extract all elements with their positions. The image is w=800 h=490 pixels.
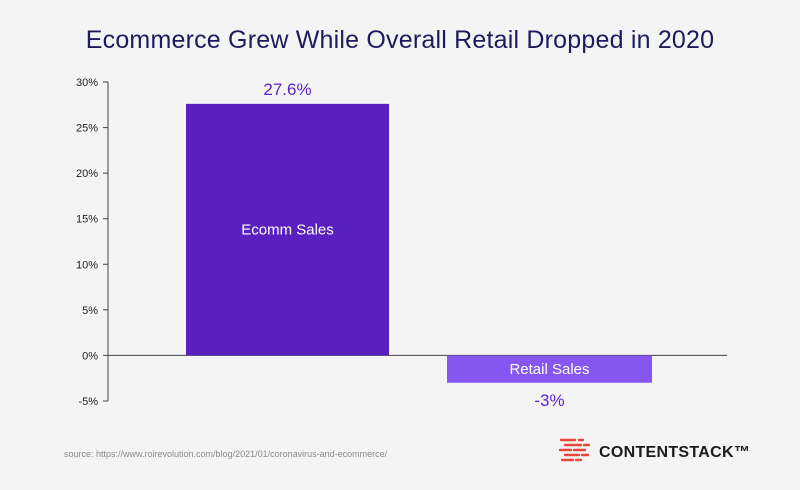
y-tick-label: 5%: [82, 305, 98, 317]
y-tick-label: 20%: [76, 168, 98, 180]
bar: [186, 103, 389, 356]
y-tick-label: 15%: [76, 214, 98, 226]
y-tick-label: 25%: [76, 123, 98, 135]
brand-name: CONTENTSTACK™: [599, 443, 751, 461]
brand-logo: CONTENTSTACK™: [558, 437, 751, 468]
contentstack-logo-icon: [558, 437, 591, 468]
y-tick-label: 30%: [76, 77, 98, 89]
y-tick-label: -5%: [78, 396, 98, 408]
bar: [447, 355, 652, 383]
data-labels: 27.6% -3%: [263, 80, 564, 410]
y-tick-label: 0%: [82, 350, 98, 362]
bar-category-label: Ecomm Sales: [241, 222, 334, 239]
chart-title: Ecommerce Grew While Overall Retail Drop…: [85, 26, 715, 54]
source-note: source: https://www.roirevolution.com/bl…: [64, 449, 388, 459]
bars: Ecomm Sales Retail Sales: [186, 103, 652, 383]
bar-category-label: Retail Sales: [509, 361, 589, 378]
data-label: -3%: [534, 391, 564, 410]
y-tick-label: 10%: [76, 259, 98, 271]
data-label: 27.6%: [263, 80, 311, 99]
